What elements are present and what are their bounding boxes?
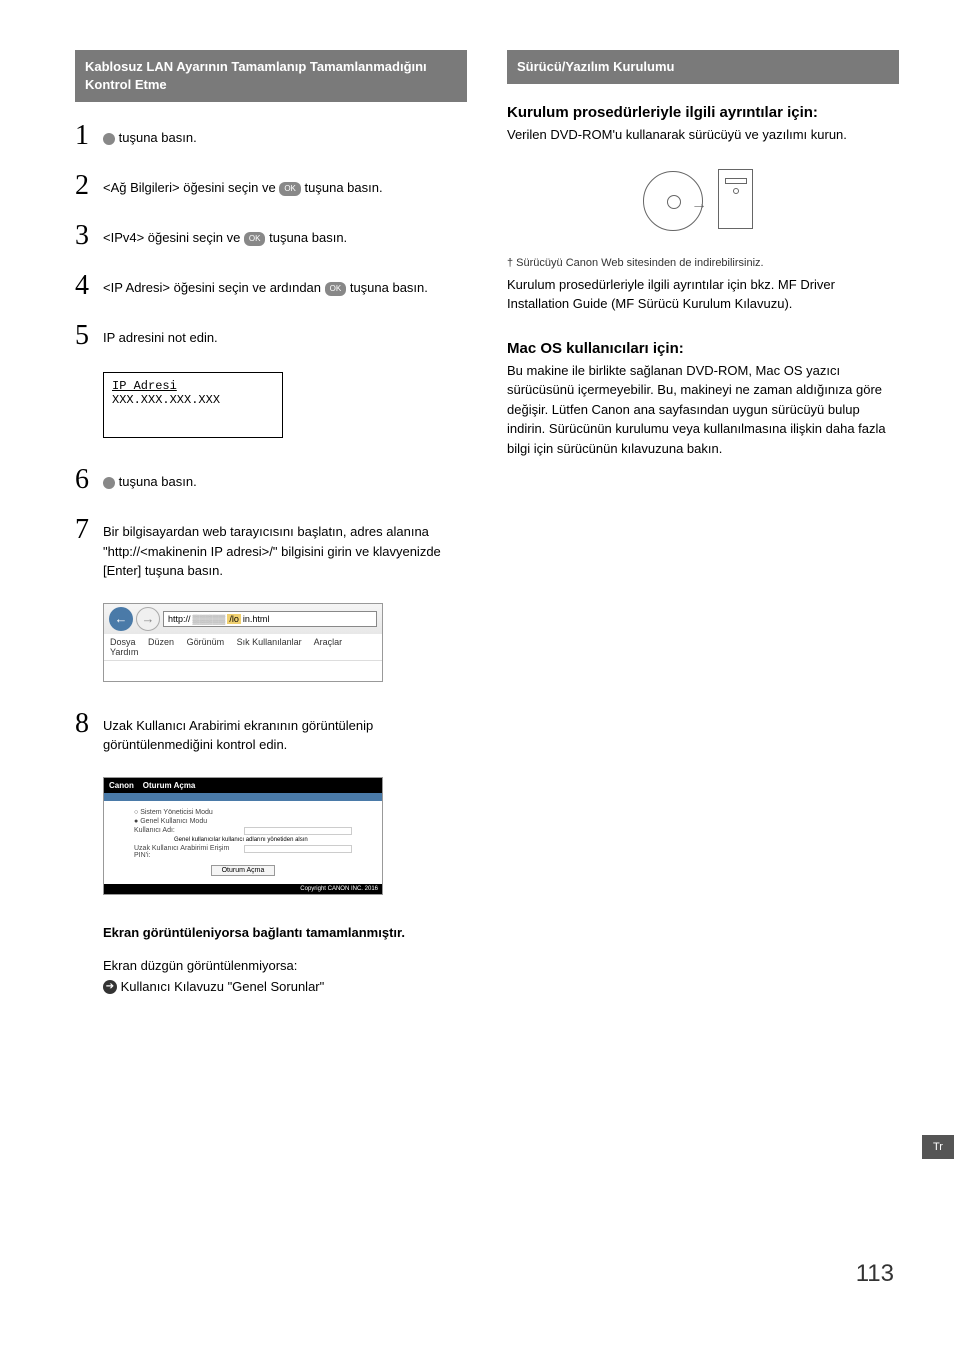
- url-prefix: http://: [168, 614, 191, 624]
- arrow-icon: →: [691, 196, 707, 214]
- step-number: 2: [75, 172, 103, 200]
- menu-favorites: Sık Kullanılanlar: [237, 637, 302, 647]
- menu-tools: Araçlar: [314, 637, 343, 647]
- url-bar: http:// ▓▓▓▓▓ /lo in.html: [163, 611, 377, 627]
- step4-text-a: <IP Adresi> öğesini seçin ve ardından: [103, 280, 325, 295]
- dvd-pc-illustration: →: [643, 161, 763, 241]
- browser-body: [104, 661, 382, 681]
- remote-row1: ○ Sistem Yöneticisi Modu: [134, 809, 244, 816]
- step2-text-b: tuşuna basın.: [305, 180, 383, 195]
- back-icon: ←: [109, 607, 133, 631]
- step-3: 3 <IPv4> öğesini seçin ve OK tuşuna bası…: [75, 222, 467, 250]
- step1-text: tuşuna basın.: [119, 130, 197, 145]
- step-text: tuşuna basın.: [103, 466, 197, 492]
- home-icon: [103, 133, 115, 145]
- step8-text: Uzak Kullanıcı Arabirimi ekranının görün…: [103, 710, 467, 755]
- remote-input: [244, 827, 352, 835]
- ip-title: IP Adresi: [112, 379, 274, 393]
- step-6: 6 tuşuna basın.: [75, 466, 467, 494]
- url-path1: /lo: [227, 614, 241, 624]
- connection-complete-note: Ekran görüntüleniyorsa bağlantı tamamlan…: [103, 925, 467, 940]
- remote-row2: ● Genel Kullanıcı Modu: [134, 818, 244, 825]
- remote-login-button: Oturum Açma: [211, 865, 276, 876]
- step3-text-b: tuşuna basın.: [269, 230, 347, 245]
- macos-text: Bu makine ile birlikte sağlanan DVD-ROM,…: [507, 361, 899, 459]
- right-section-header: Sürücü/Yazılım Kurulumu: [507, 50, 899, 84]
- install-guide-ref: Kurulum prosedürleriyle ilgili ayrıntıla…: [507, 275, 899, 314]
- step-2: 2 <Ağ Bilgileri> öğesini seçin ve OK tuş…: [75, 172, 467, 200]
- home-icon: [103, 477, 115, 489]
- remote-subheader: [104, 793, 382, 801]
- step5-text: IP adresini not edin.: [103, 322, 218, 348]
- left-section-header: Kablosuz LAN Ayarının Tamamlanıp Tamamla…: [75, 50, 467, 102]
- reference-icon: ➔: [103, 980, 117, 994]
- step-text: <IPv4> öğesini seçin ve OK tuşuna basın.: [103, 222, 347, 248]
- menu-edit: Düzen: [148, 637, 174, 647]
- forward-icon: →: [136, 607, 160, 631]
- remote-row3: Kullanıcı Adı:: [134, 827, 244, 835]
- ip-value: XXX.XXX.XXX.XXX: [112, 393, 274, 407]
- browser-menu: Dosya Düzen Görünüm Sık Kullanılanlar Ar…: [104, 634, 382, 661]
- step-text: tuşuna basın.: [103, 122, 197, 148]
- browser-toolbar: ← → http:// ▓▓▓▓▓ /lo in.html: [104, 604, 382, 634]
- step-number: 3: [75, 222, 103, 250]
- remote-body: ○ Sistem Yöneticisi Modu ● Genel Kullanı…: [104, 801, 382, 884]
- step-7: 7 Bir bilgisayardan web tarayıcısını baş…: [75, 516, 467, 581]
- step4-text-b: tuşuna basın.: [350, 280, 428, 295]
- macos-heading: Mac OS kullanıcıları için:: [507, 340, 899, 357]
- remote-header: Canon Oturum Açma: [104, 778, 382, 793]
- step-text: <Ağ Bilgileri> öğesini seçin ve OK tuşun…: [103, 172, 383, 198]
- language-tab: Tr: [922, 1135, 954, 1159]
- step-number: 4: [75, 272, 103, 300]
- dagger-note: † Sürücüyü Canon Web sitesinden de indir…: [507, 257, 899, 269]
- url-path2: in.html: [243, 614, 270, 624]
- step6-text: tuşuna basın.: [119, 474, 197, 489]
- step3-text-a: <IPv4> öğesini seçin ve: [103, 230, 244, 245]
- menu-help: Yardım: [110, 647, 138, 657]
- remote-brand: Canon: [109, 781, 134, 790]
- step-text: <IP Adresi> öğesini seçin ve ardından OK…: [103, 272, 428, 298]
- ok-icon: OK: [279, 182, 301, 196]
- step-number: 7: [75, 516, 103, 544]
- ok-icon: OK: [244, 232, 266, 246]
- ok-icon: OK: [325, 282, 347, 296]
- step-4: 4 <IP Adresi> öğesini seçin ve ardından …: [75, 272, 467, 300]
- url-host: ▓▓▓▓▓: [193, 614, 226, 624]
- step-number: 1: [75, 122, 103, 150]
- step-number: 6: [75, 466, 103, 494]
- page-number: 113: [856, 1260, 894, 1288]
- step-8: 8 Uzak Kullanıcı Arabirimi ekranının gör…: [75, 710, 467, 755]
- remote-title: Oturum Açma: [143, 781, 196, 790]
- install-heading: Kurulum prosedürleriyle ilgili ayrıntıla…: [507, 104, 899, 121]
- step-5: 5 IP adresini not edin.: [75, 322, 467, 350]
- step-number: 8: [75, 710, 103, 738]
- remote-input: [244, 845, 352, 853]
- fallback-line2: ➔ Kullanıcı Kılavuzu "Genel Sorunlar": [103, 977, 467, 998]
- remote-footer: Copyright CANON INC. 2016: [104, 884, 382, 894]
- step7-text: Bir bilgisayardan web tarayıcısını başla…: [103, 516, 467, 581]
- fallback-note: Ekran düzgün görüntülenmiyorsa: ➔ Kullan…: [103, 956, 467, 998]
- ip-address-box: IP Adresi XXX.XXX.XXX.XXX: [103, 372, 283, 438]
- remote-row5: Uzak Kullanıcı Arabirimi Erişim PIN'i:: [134, 845, 244, 859]
- step-1: 1 tuşuna basın.: [75, 122, 467, 150]
- menu-view: Görünüm: [187, 637, 225, 647]
- remote-row4: Genel kullanıcılar kullanıcı adlarını yö…: [174, 837, 308, 843]
- step-number: 5: [75, 322, 103, 350]
- step2-text-a: <Ağ Bilgileri> öğesini seçin ve: [103, 180, 279, 195]
- menu-file: Dosya: [110, 637, 136, 647]
- right-column: Sürücü/Yazılım Kurulumu Kurulum prosedür…: [507, 50, 899, 997]
- browser-illustration: ← → http:// ▓▓▓▓▓ /lo in.html Dosya Düze…: [103, 603, 383, 682]
- remote-ui-illustration: Canon Oturum Açma ○ Sistem Yöneticisi Mo…: [103, 777, 383, 895]
- fallback-line1: Ekran düzgün görüntülenmiyorsa:: [103, 956, 467, 977]
- install-text: Verilen DVD-ROM'u kullanarak sürücüyü ve…: [507, 125, 899, 145]
- pc-tower-icon: [718, 169, 753, 229]
- remote-button-row: Oturum Açma: [134, 865, 352, 876]
- left-column: Kablosuz LAN Ayarının Tamamlanıp Tamamla…: [75, 50, 467, 997]
